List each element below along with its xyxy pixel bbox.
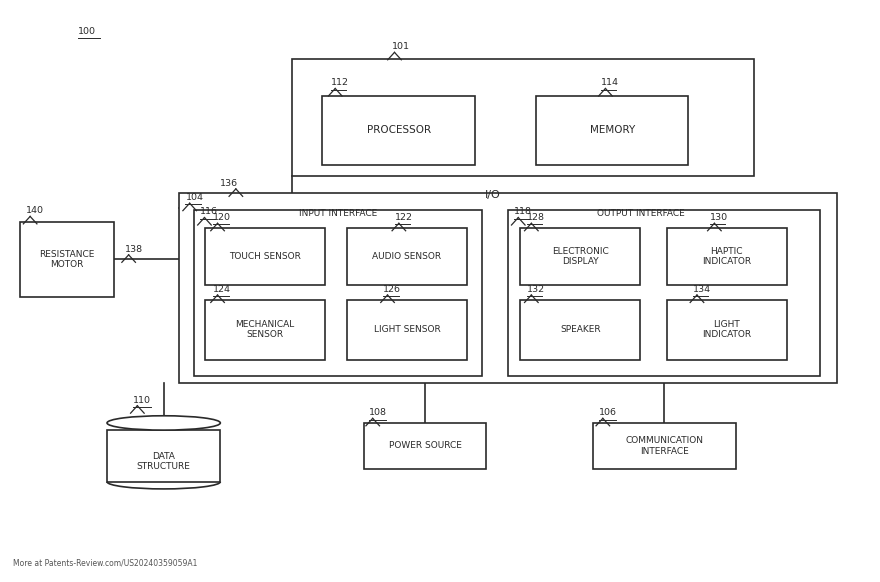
Text: COMMUNICATION
INTERFACE: COMMUNICATION INTERFACE xyxy=(626,436,703,456)
FancyBboxPatch shape xyxy=(205,228,325,285)
FancyBboxPatch shape xyxy=(194,210,482,376)
FancyBboxPatch shape xyxy=(205,300,325,360)
Text: RESISTANCE
MOTOR: RESISTANCE MOTOR xyxy=(40,250,95,269)
Text: 114: 114 xyxy=(601,79,620,87)
Text: 138: 138 xyxy=(124,244,143,254)
Text: 100: 100 xyxy=(78,27,96,36)
Text: 116: 116 xyxy=(201,207,218,217)
Text: LIGHT
INDICATOR: LIGHT INDICATOR xyxy=(702,320,752,339)
Text: I/O: I/O xyxy=(484,190,500,200)
Text: 120: 120 xyxy=(213,213,231,222)
Text: 126: 126 xyxy=(384,285,401,294)
FancyBboxPatch shape xyxy=(364,423,486,469)
FancyBboxPatch shape xyxy=(520,228,641,285)
FancyBboxPatch shape xyxy=(322,96,475,165)
Ellipse shape xyxy=(107,416,220,430)
Text: TOUCH SENSOR: TOUCH SENSOR xyxy=(229,252,301,261)
Text: 110: 110 xyxy=(133,396,151,404)
Text: 106: 106 xyxy=(598,408,617,417)
FancyBboxPatch shape xyxy=(520,300,641,360)
FancyBboxPatch shape xyxy=(347,300,467,360)
Text: 134: 134 xyxy=(693,285,711,294)
FancyBboxPatch shape xyxy=(667,228,787,285)
Text: More at Patents-Review.com/US20240359059A1: More at Patents-Review.com/US20240359059… xyxy=(13,559,197,567)
Text: 128: 128 xyxy=(527,213,546,222)
Text: LIGHT SENSOR: LIGHT SENSOR xyxy=(373,325,440,334)
Text: OUTPUT INTERFACE: OUTPUT INTERFACE xyxy=(597,209,685,218)
Text: MEMORY: MEMORY xyxy=(590,125,634,136)
Text: 132: 132 xyxy=(527,285,546,294)
FancyBboxPatch shape xyxy=(667,300,787,360)
Text: MECHANICAL
SENSOR: MECHANICAL SENSOR xyxy=(235,320,295,339)
Text: 140: 140 xyxy=(26,206,44,215)
Text: ELECTRONIC
DISPLAY: ELECTRONIC DISPLAY xyxy=(552,247,609,267)
Text: PROCESSOR: PROCESSOR xyxy=(367,125,430,136)
FancyBboxPatch shape xyxy=(292,59,754,176)
Text: INPUT INTERFACE: INPUT INTERFACE xyxy=(299,209,378,218)
FancyBboxPatch shape xyxy=(347,228,467,285)
FancyBboxPatch shape xyxy=(20,222,114,297)
Text: 101: 101 xyxy=(392,42,410,51)
Text: SPEAKER: SPEAKER xyxy=(560,325,601,334)
FancyBboxPatch shape xyxy=(536,96,688,165)
Text: 130: 130 xyxy=(710,213,729,222)
Text: 124: 124 xyxy=(213,285,231,294)
FancyBboxPatch shape xyxy=(107,430,220,482)
Text: 122: 122 xyxy=(394,213,413,222)
Text: POWER SOURCE: POWER SOURCE xyxy=(389,441,462,450)
FancyBboxPatch shape xyxy=(508,210,820,376)
FancyBboxPatch shape xyxy=(179,193,837,383)
Text: 118: 118 xyxy=(514,207,532,217)
Text: 112: 112 xyxy=(331,79,349,87)
Text: 104: 104 xyxy=(186,193,203,202)
Text: 136: 136 xyxy=(220,179,238,188)
Text: HAPTIC
INDICATOR: HAPTIC INDICATOR xyxy=(702,247,752,267)
Text: AUDIO SENSOR: AUDIO SENSOR xyxy=(372,252,442,261)
FancyBboxPatch shape xyxy=(592,423,737,469)
Text: 108: 108 xyxy=(369,408,386,417)
Text: DATA
STRUCTURE: DATA STRUCTURE xyxy=(136,452,191,471)
